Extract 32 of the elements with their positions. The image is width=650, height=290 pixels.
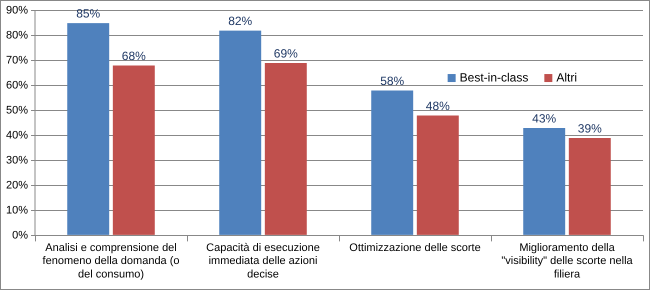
- y-tick-label: 70%: [6, 54, 28, 67]
- bar: [112, 66, 155, 235]
- y-tick-label: 30%: [6, 154, 28, 166]
- bar: [219, 30, 262, 235]
- data-label: 48%: [426, 98, 450, 113]
- legend-label: Best-in-class: [460, 70, 528, 84]
- data-label: 58%: [380, 74, 405, 88]
- x-tick-label: Analisi e comprensione del fenomeno della domanda (o del consumo): [42, 242, 180, 280]
- bar: [523, 128, 566, 235]
- y-tick-label: 40%: [6, 130, 28, 142]
- x-tick-label: Miglioramento della "visibility" delle scorte nella filiera: [501, 242, 634, 280]
- bar: [416, 116, 459, 235]
- bar: [371, 90, 414, 235]
- data-label: 69%: [274, 46, 298, 60]
- bar: [568, 138, 611, 235]
- bar: [67, 23, 110, 235]
- x-tick-label: Ottimizzazione delle scorte: [349, 242, 481, 254]
- y-tick-label: 0%: [12, 229, 28, 242]
- data-label: 39%: [578, 121, 602, 136]
- y-tick-label: 90%: [6, 4, 28, 17]
- data-label: 85%: [76, 6, 101, 20]
- y-tick-label: 10%: [6, 204, 28, 216]
- y-tick-label: 20%: [6, 179, 28, 192]
- data-label: 43%: [532, 111, 557, 126]
- data-label: 82%: [228, 14, 253, 28]
- y-tick-label: 80%: [6, 30, 28, 42]
- y-tick-label: 60%: [6, 80, 28, 92]
- x-tick-label: Capacità di esecuzione immediata delle azioni decise: [206, 242, 320, 280]
- data-label: 68%: [122, 48, 146, 63]
- bar: [264, 63, 307, 235]
- legend-label: Altri: [556, 70, 578, 84]
- y-tick-label: 50%: [6, 104, 28, 117]
